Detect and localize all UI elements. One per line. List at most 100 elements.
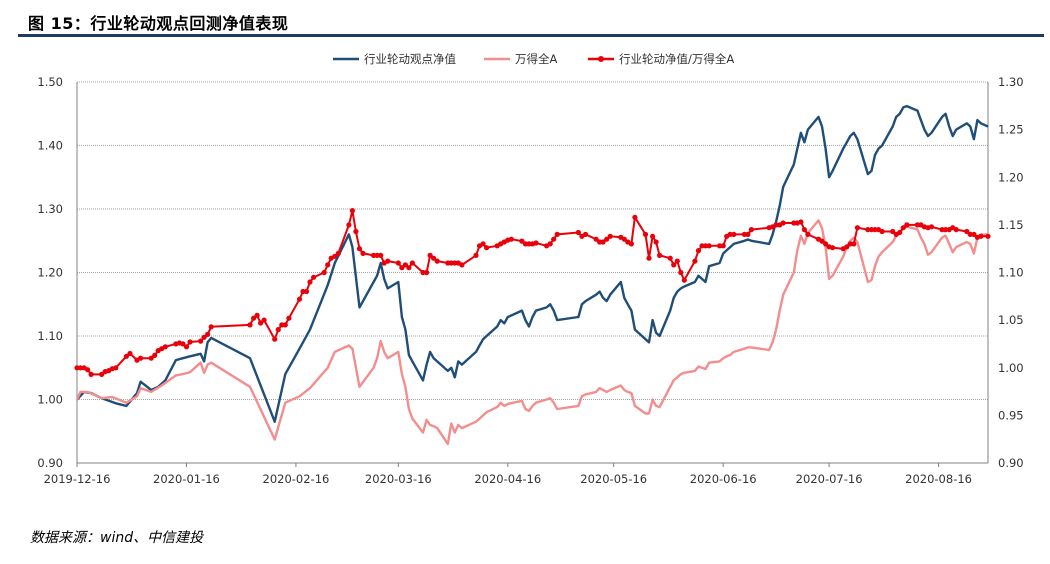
series-point xyxy=(547,241,553,247)
series-point xyxy=(890,228,896,235)
series-point xyxy=(296,296,303,302)
series-point xyxy=(604,236,610,242)
axes: 0.90 1.00 1.10 1.20 1.30 1.40 1.50 0.90 0.95 1.00… xyxy=(37,75,1023,486)
series-point xyxy=(593,236,599,242)
y-right-tick-label: 0.90 xyxy=(998,456,1024,470)
y-right-tick-label: 1.05 xyxy=(998,313,1024,327)
series-point xyxy=(286,315,292,321)
x-tick-label: 2020-06-16 xyxy=(690,472,757,486)
y-left-tick-label: 1.50 xyxy=(37,75,63,89)
series-point xyxy=(360,250,366,256)
series-point xyxy=(138,355,144,361)
series-point xyxy=(508,236,514,242)
series-point xyxy=(702,243,709,249)
series-point xyxy=(152,352,158,358)
series-point xyxy=(272,336,278,342)
series-point xyxy=(533,240,539,246)
x-tick-label: 2020-01-16 xyxy=(153,472,220,486)
series-point xyxy=(187,339,193,345)
x-tick-label: 2020-07-16 xyxy=(796,472,863,486)
series-point xyxy=(621,236,627,242)
y-left-tick-label: 0.90 xyxy=(37,456,63,470)
series-point xyxy=(303,288,310,295)
figure-title: 图 15：行业轮动观点回测净值表现 xyxy=(28,14,289,33)
series-point xyxy=(646,255,652,261)
series-point xyxy=(459,262,465,268)
y-left-tick-label: 1.10 xyxy=(37,329,63,343)
series-point xyxy=(805,231,811,237)
y-right-tick-label: 1.10 xyxy=(998,266,1024,280)
series-point xyxy=(261,317,267,323)
series-point xyxy=(247,322,253,328)
series-point xyxy=(183,344,190,350)
x-tick-label: 2020-05-16 xyxy=(580,472,647,486)
series-point xyxy=(928,224,935,230)
y-left-tick-label: 1.40 xyxy=(37,139,63,153)
series-point xyxy=(402,262,408,268)
series-point xyxy=(519,238,525,244)
series-point xyxy=(282,322,288,328)
series-point xyxy=(964,228,970,235)
series-point xyxy=(473,252,479,258)
y-right-tick-label: 1.25 xyxy=(998,123,1024,137)
legend-label-2: 万得全A xyxy=(515,52,557,66)
x-tick-label: 2020-03-16 xyxy=(365,472,432,486)
legend-label-1: 行业轮动观点净值 xyxy=(364,52,456,66)
series-point xyxy=(99,371,105,377)
series-point xyxy=(653,239,659,245)
series-point xyxy=(554,231,560,237)
series-point xyxy=(127,350,133,357)
x-tick-label: 2020-08-16 xyxy=(905,472,972,486)
series-point xyxy=(575,229,582,236)
series-point xyxy=(123,353,129,359)
series-point xyxy=(409,260,415,266)
y-left-tick-label: 1.20 xyxy=(37,266,63,280)
y-right-tick-label: 1.30 xyxy=(998,75,1024,89)
series-point xyxy=(780,220,786,226)
series-point xyxy=(773,222,779,228)
series-point xyxy=(695,248,702,254)
series-point xyxy=(943,227,949,233)
series-point xyxy=(431,255,437,261)
series-point xyxy=(88,371,94,377)
x-tick-label: 2019-12-16 xyxy=(44,472,111,486)
series-point xyxy=(674,258,680,264)
series-point xyxy=(378,252,384,258)
series-point xyxy=(85,367,91,373)
series-point xyxy=(731,231,737,237)
series-point xyxy=(819,238,825,244)
series-point xyxy=(582,231,589,237)
series-point xyxy=(198,338,204,344)
series-point xyxy=(424,269,430,276)
series-point xyxy=(650,233,656,239)
series-point xyxy=(353,228,359,235)
legend: 行业轮动观点净值 万得全A 行业轮动净值/万得全A xyxy=(333,52,734,66)
series-point xyxy=(254,312,260,318)
series-point xyxy=(77,365,84,371)
series-point xyxy=(642,231,649,237)
series-point xyxy=(667,255,673,261)
series-point xyxy=(148,355,154,361)
series-point xyxy=(897,229,903,236)
series-point xyxy=(395,260,401,266)
series-point xyxy=(434,258,440,264)
series-point xyxy=(657,252,663,258)
series-point xyxy=(321,269,327,276)
series-point xyxy=(406,265,412,271)
series-point xyxy=(420,269,426,276)
series-point xyxy=(801,227,808,233)
series-point xyxy=(971,231,977,237)
series-point xyxy=(480,241,486,247)
series-point xyxy=(953,227,959,233)
series-point xyxy=(251,315,257,321)
series-point xyxy=(978,233,984,239)
y-right-tick-label: 1.20 xyxy=(998,170,1024,184)
series-point xyxy=(671,262,677,268)
series-point xyxy=(180,341,186,347)
series-point xyxy=(484,245,490,251)
y-right-tick-label: 1.15 xyxy=(998,218,1024,232)
series-point xyxy=(706,243,712,249)
series-point xyxy=(551,236,557,242)
series-point xyxy=(275,327,281,333)
series-point xyxy=(205,331,211,337)
